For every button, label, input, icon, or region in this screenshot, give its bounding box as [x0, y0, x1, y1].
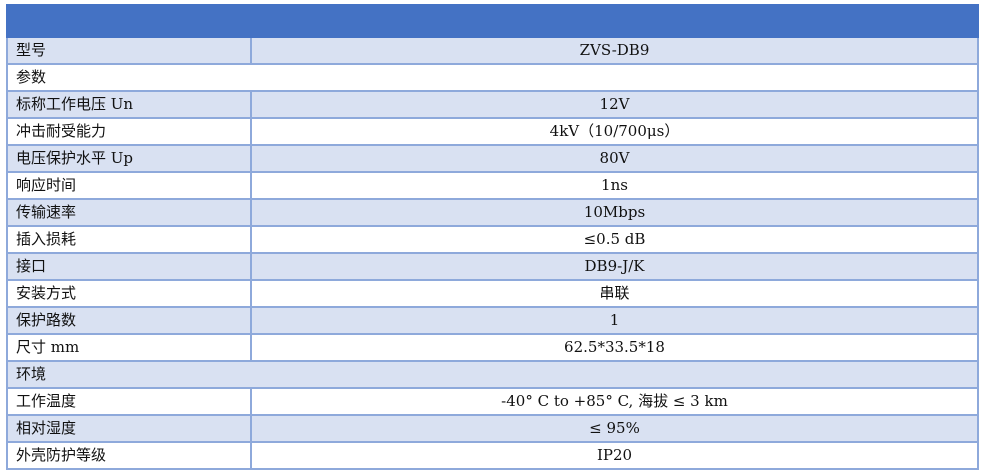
- table-row: 接口 DB9-J/K: [6, 252, 979, 281]
- spec-key: 传输速率: [6, 198, 252, 227]
- spec-value: 10Mbps: [250, 198, 979, 227]
- table-row: 传输速率 10Mbps: [6, 198, 979, 227]
- table-row: 电压保护水平 Up 80V: [6, 144, 979, 173]
- spec-key: 相对湿度: [6, 414, 252, 443]
- spec-value: 串联: [250, 279, 979, 308]
- spec-key: 安装方式: [6, 279, 252, 308]
- spec-value: IP20: [250, 441, 979, 470]
- spec-value: ≤0.5 dB: [250, 225, 979, 254]
- table-row: 外壳防护等级 IP20: [6, 441, 979, 470]
- table-row: 尺寸 mm 62.5*33.5*18: [6, 333, 979, 362]
- table-row: 型号 ZVS-DB9: [6, 36, 979, 65]
- spec-key: 保护路数: [6, 306, 252, 335]
- table-row: 工作温度 -40° C to +85° C, 海拔 ≤ 3 km: [6, 387, 979, 416]
- table-header-bar: [6, 4, 979, 38]
- spec-key: 标称工作电压 Un: [6, 90, 252, 119]
- spec-value: -40° C to +85° C, 海拔 ≤ 3 km: [250, 387, 979, 416]
- section-row: 参数: [6, 63, 979, 92]
- spec-key: 尺寸 mm: [6, 333, 252, 362]
- table-row: 响应时间 1ns: [6, 171, 979, 200]
- spec-value: DB9-J/K: [250, 252, 979, 281]
- table-row: 冲击耐受能力 4kV（10/700μs）: [6, 117, 979, 146]
- spec-value: 80V: [250, 144, 979, 173]
- spec-value: ≤ 95%: [250, 414, 979, 443]
- table-row: 安装方式 串联: [6, 279, 979, 308]
- table-row: 相对湿度 ≤ 95%: [6, 414, 979, 443]
- spec-key: 接口: [6, 252, 252, 281]
- spec-key: 外壳防护等级: [6, 441, 252, 470]
- spec-value: 12V: [250, 90, 979, 119]
- table-row: 标称工作电压 Un 12V: [6, 90, 979, 119]
- spec-value: 4kV（10/700μs）: [250, 117, 979, 146]
- section-label: 环境: [6, 360, 979, 389]
- table-row: 保护路数 1: [6, 306, 979, 335]
- spec-key: 型号: [6, 36, 252, 65]
- spec-key: 工作温度: [6, 387, 252, 416]
- spec-key: 电压保护水平 Up: [6, 144, 252, 173]
- spec-value: 1ns: [250, 171, 979, 200]
- section-label: 参数: [6, 63, 979, 92]
- spec-key: 插入损耗: [6, 225, 252, 254]
- spec-value: 1: [250, 306, 979, 335]
- table-row: 插入损耗 ≤0.5 dB: [6, 225, 979, 254]
- spec-table: 型号 ZVS-DB9 参数 标称工作电压 Un 12V 冲击耐受能力 4kV（10/700μ…: [6, 4, 979, 470]
- spec-value: 62.5*33.5*18: [250, 333, 979, 362]
- spec-value: ZVS-DB9: [250, 36, 979, 65]
- spec-key: 响应时间: [6, 171, 252, 200]
- spec-key: 冲击耐受能力: [6, 117, 252, 146]
- section-row: 环境: [6, 360, 979, 389]
